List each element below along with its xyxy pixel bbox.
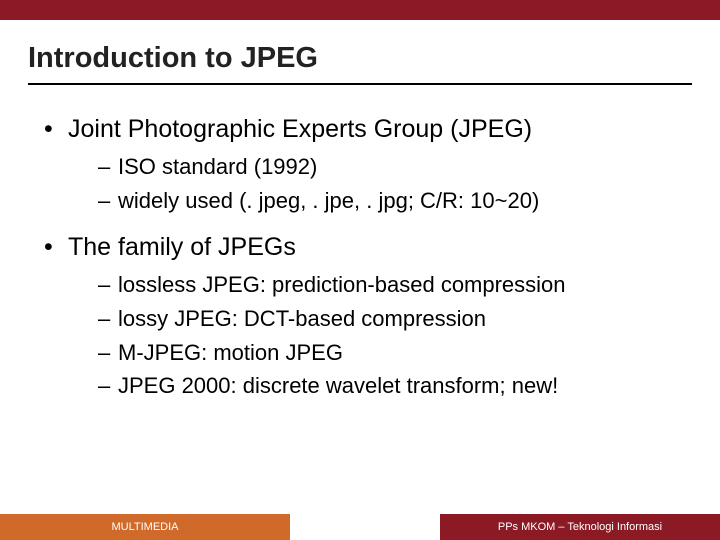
slide-footer: MULTIMEDIA PPs MKOM – Teknologi Informas… (0, 514, 720, 540)
slide-title: Introduction to JPEG (28, 42, 692, 83)
sub-bullet-item: JPEG 2000: discrete wavelet transform; n… (98, 371, 690, 401)
footer-right-label: PPs MKOM – Teknologi Informasi (440, 514, 720, 540)
slide-content: Joint Photographic Experts Group (JPEG) … (0, 95, 720, 401)
bullet-item: Joint Photographic Experts Group (JPEG) … (40, 115, 690, 215)
sub-bullet-text: lossy JPEG: DCT-based compression (118, 306, 486, 331)
sub-bullet-item: lossless JPEG: prediction-based compress… (98, 270, 690, 300)
sub-bullet-text: JPEG 2000: discrete wavelet transform; n… (118, 373, 558, 398)
slide-header: Introduction to JPEG (0, 20, 720, 95)
sub-bullet-text: widely used (. jpeg, . jpe, . jpg; C/R: … (118, 188, 539, 213)
bullet-list-level2: ISO standard (1992) widely used (. jpeg,… (68, 152, 690, 215)
sub-bullet-item: lossy JPEG: DCT-based compression (98, 304, 690, 334)
bullet-list-level2: lossless JPEG: prediction-based compress… (68, 270, 690, 401)
bullet-list-level1: Joint Photographic Experts Group (JPEG) … (30, 115, 690, 401)
bullet-text: Joint Photographic Experts Group (JPEG) (68, 115, 532, 143)
sub-bullet-text: M-JPEG: motion JPEG (118, 340, 343, 365)
bullet-text: The family of JPEGs (68, 233, 296, 261)
sub-bullet-text: lossless JPEG: prediction-based compress… (118, 272, 566, 297)
sub-bullet-item: ISO standard (1992) (98, 152, 690, 182)
title-underline (28, 83, 692, 85)
top-accent-bar (0, 0, 720, 20)
sub-bullet-item: M-JPEG: motion JPEG (98, 338, 690, 368)
footer-left-label: MULTIMEDIA (0, 514, 290, 540)
sub-bullet-text: ISO standard (1992) (118, 154, 317, 179)
bullet-item: The family of JPEGs lossless JPEG: predi… (40, 233, 690, 401)
sub-bullet-item: widely used (. jpeg, . jpe, . jpg; C/R: … (98, 186, 690, 216)
